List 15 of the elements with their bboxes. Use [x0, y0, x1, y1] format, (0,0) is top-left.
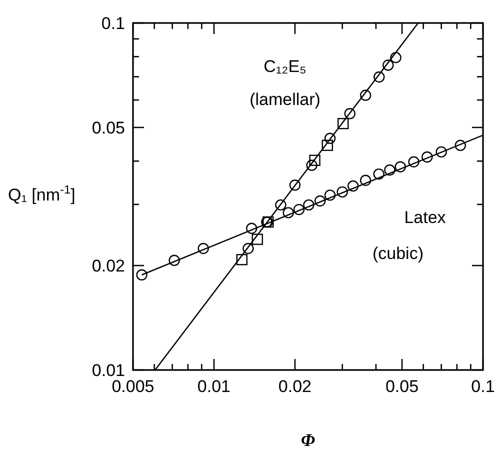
y-tick-label: 0.01 [92, 360, 125, 380]
annotation: (lamellar) [250, 90, 320, 109]
y-tick-label: 0.05 [92, 118, 125, 138]
annotation: Latex [404, 208, 446, 227]
x-tick-label: 0.05 [385, 377, 419, 396]
x-tick-label: 0.1 [471, 377, 495, 396]
x-tick-label: 0.01 [197, 377, 231, 396]
y-tick-label: 0.02 [92, 256, 125, 276]
x-tick-label: 0.005 [112, 377, 154, 396]
x-axis-title: Φ [300, 430, 316, 450]
annotation: C₁₂E₅ [264, 57, 306, 76]
x-tick-label: 0.02 [278, 377, 312, 396]
annotation: (cubic) [372, 244, 424, 263]
y-axis-title: Q₁ [nm$^{-1}$] [8, 182, 76, 204]
y-tick-label: 0.1 [101, 14, 125, 33]
